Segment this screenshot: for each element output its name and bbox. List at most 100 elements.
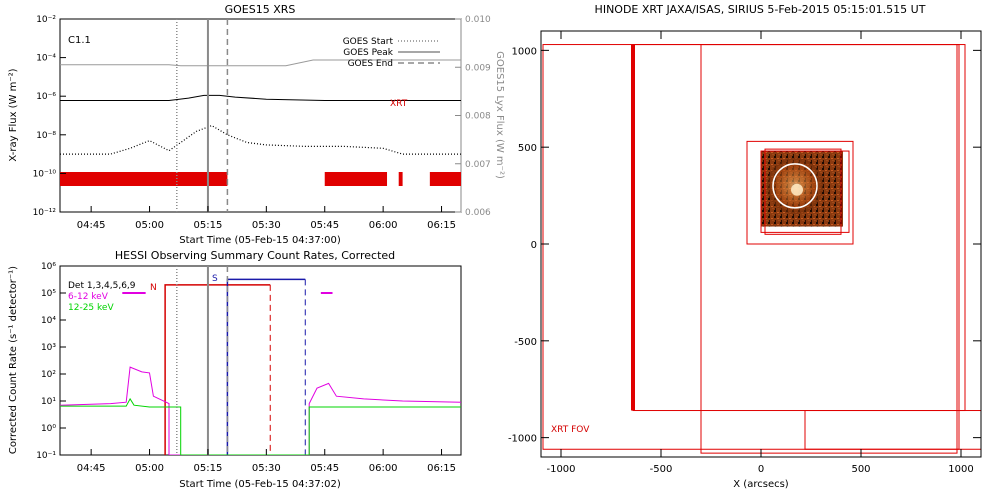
hessi-y-ticks: 10⁻¹ 10⁰ 10¹ 10² 10³ 10⁴ 10⁵ 10⁶ <box>36 262 66 461</box>
goes-xrt-band-0 <box>60 172 228 186</box>
hessi-y-tick-label-6: 10⁵ <box>41 289 56 299</box>
hessi-y-tick-label-3: 10² <box>41 370 56 380</box>
goes-title: GOES15 XRS <box>225 3 296 16</box>
hessi-saa-label: S <box>212 274 218 284</box>
goes-x-tick-label-6: 06:15 <box>427 220 456 231</box>
xrt-plot-area <box>542 44 981 454</box>
xrt-y-tick-label-1: -500 <box>514 337 537 348</box>
xrt-flare-circle <box>772 163 818 209</box>
xrt-y-tick-label-2: 0 <box>531 240 537 251</box>
goes-panel: GOES15 XRS 04:45 05:00 05:15 05:30 05:45 06:0… <box>8 3 505 246</box>
goes-y-tick-label-0: 10⁻¹² <box>33 208 57 218</box>
xrt-fov-box-6 <box>764 148 842 235</box>
xrt-x-tick-label-0: -1000 <box>546 464 575 475</box>
hessi-y-tick-label-0: 10⁻¹ <box>36 451 56 461</box>
xrt-x-tick-label-4: 1000 <box>948 464 973 475</box>
goes-xrt-coverage <box>60 172 461 186</box>
goes-y-tick-label-5: 10⁻² <box>36 15 56 25</box>
goes-series-group <box>60 59 461 155</box>
xrt-y-tick-label-0: -1000 <box>508 434 537 445</box>
goes-series-1 <box>60 94 461 101</box>
goes-class-label: C1.1 <box>68 35 91 46</box>
hessi-y-tick-label-4: 10³ <box>41 343 56 353</box>
xrt-x-tick-label-1: -500 <box>650 464 673 475</box>
xrt-y-ticks: -1000 -500 0 500 1000 <box>508 46 981 445</box>
hessi-x-tick-label-5: 06:00 <box>369 463 398 474</box>
xrt-solar-image <box>761 151 843 227</box>
xrt-fov-label: XRT FOV <box>551 425 590 435</box>
goes-y-tick-label-1: 10⁻¹⁰ <box>33 169 57 179</box>
goes-x-label: Start Time (05-Feb-15 04:37:00) <box>179 235 341 246</box>
xrt-x-tick-label-2: 0 <box>758 464 764 475</box>
hessi-event-markers <box>176 266 229 455</box>
xrt-fov-box-1 <box>542 44 960 450</box>
xrt-fov-box-5 <box>760 150 850 233</box>
xrt-x-label: X (arcsecs) <box>733 479 789 490</box>
hessi-x-tick-label-0: 04:45 <box>77 463 106 474</box>
xrt-flare-ring <box>772 163 818 209</box>
goes-x-tick-label-5: 06:00 <box>369 220 398 231</box>
goes-x-tick-label-2: 05:15 <box>194 220 223 231</box>
goes-y2-tick-label-4: 0.010 <box>465 15 491 25</box>
goes-y2-tick-label-1: 0.007 <box>465 160 491 170</box>
goes-y-tick-label-3: 10⁻⁶ <box>36 92 56 102</box>
xrt-title: HINODE XRT JAXA/ISAS, SIRIUS 5-Feb-2015 … <box>595 3 926 16</box>
xrt-panel: HINODE XRT JAXA/ISAS, SIRIUS 5-Feb-2015 … <box>508 3 982 490</box>
xrt-fov-box-3 <box>804 410 981 450</box>
hessi-legend-label-1: 6-12 keV <box>68 292 109 302</box>
hessi-legend-label-2: 12-25 keV <box>68 303 114 313</box>
goes-y-label: X-ray Flux (W m⁻²) <box>8 68 19 161</box>
goes-legend-label-0: GOES Start <box>343 37 394 47</box>
goes-y2-tick-label-3: 0.009 <box>465 63 491 73</box>
goes-xrt-band-2 <box>398 172 403 186</box>
hessi-x-tick-label-2: 05:15 <box>194 463 223 474</box>
goes-y-tick-label-4: 10⁻⁴ <box>36 54 56 64</box>
xrt-x-tick-label-3: 500 <box>851 464 870 475</box>
goes-legend-label-2: GOES End <box>348 59 393 69</box>
hessi-series-0 <box>60 366 461 455</box>
goes-x-tick-label-3: 05:30 <box>252 220 281 231</box>
hessi-y-tick-label-1: 10⁰ <box>41 424 56 434</box>
goes-xrt-band-1 <box>324 172 388 186</box>
xrt-y-tick-label-3: 500 <box>518 143 537 154</box>
hessi-x-tick-label-3: 05:30 <box>252 463 281 474</box>
hessi-x-tick-label-4: 05:45 <box>310 463 339 474</box>
xrt-fov-box-4 <box>746 140 854 245</box>
goes-series-2 <box>60 124 461 155</box>
hessi-saa-bar <box>226 278 306 455</box>
goes-y2-tick-label-0: 0.006 <box>465 208 491 218</box>
hessi-legend-label-0: Det 1,3,4,5,6,9 <box>68 281 136 291</box>
xrt-fov-box-2 <box>700 44 958 454</box>
goes-event-markers <box>176 19 229 212</box>
hessi-x-tick-label-1: 05:00 <box>135 463 164 474</box>
hessi-frame <box>59 265 462 456</box>
hessi-x-tick-label-6: 06:15 <box>427 463 456 474</box>
hessi-panel: HESSI Observing Summary Count Rates, Cor… <box>8 249 462 490</box>
goes-x-ticks: 04:45 05:00 05:15 05:30 05:45 06:00 06:15 <box>77 206 456 231</box>
hessi-x-label: Start Time (05-Feb-15 04:37:02) <box>179 479 341 490</box>
goes-x-tick-label-0: 04:45 <box>77 220 106 231</box>
goes-y2-label: GOES15 Lyx Flux (W m⁻²) <box>494 51 505 179</box>
xrt-fov-boxes <box>542 44 981 454</box>
goes-y2-ticks: 0.006 0.007 0.008 0.009 0.010 <box>455 15 491 218</box>
xrt-y-tick-label-4: 1000 <box>512 46 537 57</box>
hessi-y-tick-label-7: 10⁶ <box>41 262 56 272</box>
goes-y2-tick-label-2: 0.008 <box>465 112 491 122</box>
hessi-series-group <box>60 366 461 455</box>
goes-x-tick-label-4: 05:45 <box>310 220 339 231</box>
hessi-night-bar <box>164 284 271 455</box>
goes-legend-label-1: GOES Peak <box>343 48 393 58</box>
xrt-x-ticks: -1000 -500 0 500 1000 <box>546 31 974 475</box>
hessi-y-tick-label-5: 10⁴ <box>41 316 56 326</box>
goes-y-ticks: 10⁻¹² 10⁻¹⁰ 10⁻⁸ 10⁻⁶ 10⁻⁴ 10⁻² <box>33 15 66 218</box>
xrt-fov-box-0 <box>632 44 966 412</box>
hessi-series-1 <box>60 397 461 455</box>
goes-xrt-band-3 <box>429 172 461 186</box>
goes-xrt-label: XRT <box>390 99 408 109</box>
hessi-y-label: Corrected Count Rate (s⁻¹ detector⁻¹) <box>8 266 19 454</box>
goes-series-0 <box>60 59 461 67</box>
hessi-night-label: N <box>150 283 157 293</box>
